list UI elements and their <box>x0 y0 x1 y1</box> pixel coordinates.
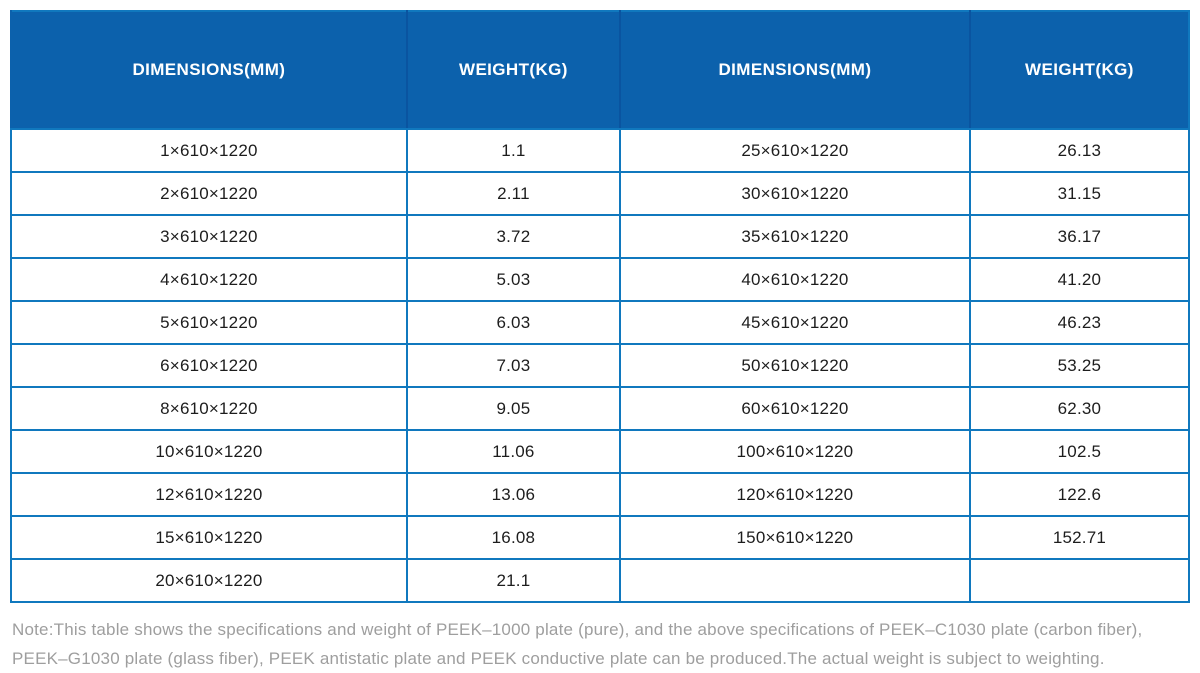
weight-cell: 21.1 <box>405 558 622 603</box>
table-row: 12×610×1220 13.06 120×610×1220 122.6 <box>10 472 1191 517</box>
weight-cell: 2.11 <box>405 171 622 216</box>
weight-cell: 7.03 <box>405 343 622 388</box>
dimensions-cell: 15×610×1220 <box>10 515 408 560</box>
dimensions-cell: 2×610×1220 <box>10 171 408 216</box>
weight-cell: 1.1 <box>405 128 622 173</box>
table-row: 15×610×1220 16.08 150×610×1220 152.71 <box>10 515 1191 560</box>
note-line-2: PEEK–G1030 plate (glass fiber), PEEK ant… <box>12 649 1105 668</box>
table-row: 4×610×1220 5.03 40×610×1220 41.20 <box>10 257 1191 302</box>
weight-cell: 6.03 <box>405 300 622 345</box>
table-header-row: DIMENSIONS(MM) WEIGHT(KG) DIMENSIONS(MM)… <box>10 11 1189 130</box>
note-text: Note:This table shows the specifications… <box>12 615 1188 673</box>
col-header-dimensions-left: DIMENSIONS(MM) <box>10 11 407 130</box>
dimensions-cell: 5×610×1220 <box>10 300 408 345</box>
table-row: 20×610×1220 21.1 <box>10 558 1191 603</box>
dimensions-cell: 8×610×1220 <box>10 386 408 431</box>
weight-cell: 46.23 <box>968 300 1191 345</box>
dimensions-cell: 50×610×1220 <box>619 343 971 388</box>
weight-cell: 26.13 <box>968 128 1191 173</box>
table-row: 3×610×1220 3.72 35×610×1220 36.17 <box>10 214 1191 259</box>
dimensions-cell: 20×610×1220 <box>10 558 408 603</box>
dimensions-cell: 40×610×1220 <box>619 257 971 302</box>
col-header-dimensions-right: DIMENSIONS(MM) <box>619 11 970 130</box>
table-row: 8×610×1220 9.05 60×610×1220 62.30 <box>10 386 1191 431</box>
weight-cell: 62.30 <box>968 386 1191 431</box>
dimensions-cell: 3×610×1220 <box>10 214 408 259</box>
weight-cell: 152.71 <box>968 515 1191 560</box>
note-line-1: Note:This table shows the specifications… <box>12 620 1143 639</box>
dimensions-cell: 6×610×1220 <box>10 343 408 388</box>
weight-cell: 102.5 <box>968 429 1191 474</box>
weight-cell: 122.6 <box>968 472 1191 517</box>
dimensions-cell: 12×610×1220 <box>10 472 408 517</box>
weight-cell: 16.08 <box>405 515 622 560</box>
dimensions-cell: 10×610×1220 <box>10 429 408 474</box>
dimensions-cell: 120×610×1220 <box>619 472 971 517</box>
weight-cell: 36.17 <box>968 214 1191 259</box>
weight-cell: 13.06 <box>405 472 622 517</box>
table-row: 10×610×1220 11.06 100×610×1220 102.5 <box>10 429 1191 474</box>
dimensions-cell: 30×610×1220 <box>619 171 971 216</box>
weight-cell: 11.06 <box>405 429 622 474</box>
col-header-weight-left: WEIGHT(KG) <box>405 11 621 130</box>
weight-cell: 53.25 <box>968 343 1191 388</box>
col-header-weight-right: WEIGHT(KG) <box>968 11 1189 130</box>
table-row: 1×610×1220 1.1 25×610×1220 26.13 <box>10 128 1191 173</box>
dimensions-cell: 100×610×1220 <box>619 429 971 474</box>
table-row: 6×610×1220 7.03 50×610×1220 53.25 <box>10 343 1191 388</box>
peek-spec-sheet: DIMENSIONS(MM) WEIGHT(KG) DIMENSIONS(MM)… <box>10 10 1191 668</box>
spec-table: DIMENSIONS(MM) WEIGHT(KG) DIMENSIONS(MM)… <box>10 10 1191 603</box>
dimensions-cell <box>619 558 971 603</box>
weight-cell: 31.15 <box>968 171 1191 216</box>
dimensions-cell: 35×610×1220 <box>619 214 971 259</box>
dimensions-cell: 4×610×1220 <box>10 257 408 302</box>
weight-cell: 9.05 <box>405 386 622 431</box>
dimensions-cell: 25×610×1220 <box>619 128 971 173</box>
table-row: 2×610×1220 2.11 30×610×1220 31.15 <box>10 171 1191 216</box>
dimensions-cell: 1×610×1220 <box>10 128 408 173</box>
table-row: 5×610×1220 6.03 45×610×1220 46.23 <box>10 300 1191 345</box>
weight-cell: 5.03 <box>405 257 622 302</box>
dimensions-cell: 150×610×1220 <box>619 515 971 560</box>
weight-cell: 41.20 <box>968 257 1191 302</box>
weight-cell: 3.72 <box>405 214 622 259</box>
weight-cell <box>968 558 1191 603</box>
dimensions-cell: 60×610×1220 <box>619 386 971 431</box>
dimensions-cell: 45×610×1220 <box>619 300 971 345</box>
